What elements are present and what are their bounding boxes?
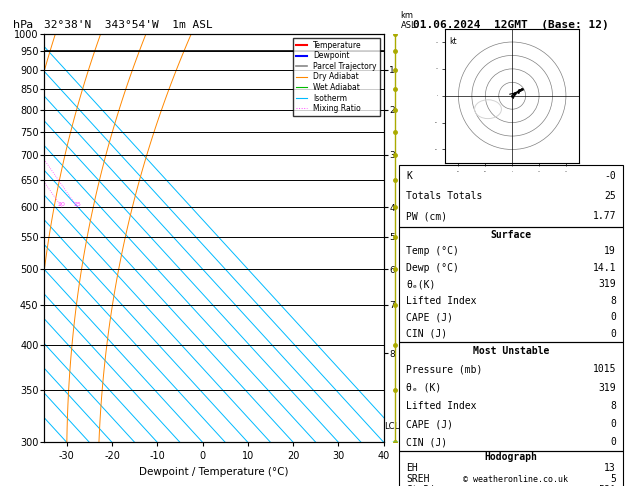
- X-axis label: Dewpoint / Temperature (°C): Dewpoint / Temperature (°C): [139, 467, 289, 477]
- Text: 8: 8: [610, 401, 616, 411]
- Text: K: K: [406, 171, 412, 180]
- Text: © weatheronline.co.uk: © weatheronline.co.uk: [464, 474, 568, 484]
- Bar: [399, 342, 623, 451]
- Text: θₑ (K): θₑ (K): [406, 382, 442, 393]
- Text: 14.1: 14.1: [593, 263, 616, 273]
- Text: 319: 319: [598, 382, 616, 393]
- Text: CIN (J): CIN (J): [406, 329, 447, 339]
- Bar: [399, 451, 623, 486]
- Text: SREH: SREH: [406, 474, 430, 484]
- Text: 01.06.2024  12GMT  (Base: 12): 01.06.2024 12GMT (Base: 12): [413, 20, 609, 30]
- Text: 0: 0: [610, 312, 616, 322]
- Text: 0: 0: [610, 329, 616, 339]
- Text: Lifted Index: Lifted Index: [406, 401, 477, 411]
- Text: 319: 319: [598, 279, 616, 289]
- Text: Lifted Index: Lifted Index: [406, 296, 477, 306]
- Text: hPa: hPa: [13, 20, 34, 30]
- Text: 0: 0: [610, 437, 616, 447]
- Text: 1.77: 1.77: [593, 211, 616, 221]
- Text: Surface: Surface: [491, 230, 532, 240]
- Text: 13: 13: [604, 463, 616, 473]
- Legend: Temperature, Dewpoint, Parcel Trajectory, Dry Adiabat, Wet Adiabat, Isotherm, Mi: Temperature, Dewpoint, Parcel Trajectory…: [292, 38, 380, 116]
- Text: Most Unstable: Most Unstable: [473, 346, 549, 356]
- Text: PW (cm): PW (cm): [406, 211, 447, 221]
- Text: LCL: LCL: [384, 422, 399, 431]
- Text: 25: 25: [604, 191, 616, 201]
- Text: 25: 25: [74, 202, 81, 207]
- Text: θₑ(K): θₑ(K): [406, 279, 435, 289]
- Text: CAPE (J): CAPE (J): [406, 312, 453, 322]
- Bar: [399, 226, 623, 342]
- Text: -0: -0: [604, 171, 616, 180]
- Text: Temp (°C): Temp (°C): [406, 246, 459, 256]
- Text: 5: 5: [610, 474, 616, 484]
- Text: 32°38'N  343°54'W  1m ASL: 32°38'N 343°54'W 1m ASL: [44, 20, 213, 30]
- Text: 0: 0: [610, 419, 616, 429]
- Text: Pressure (mb): Pressure (mb): [406, 364, 482, 374]
- Text: 8: 8: [610, 296, 616, 306]
- Text: 19: 19: [604, 246, 616, 256]
- Text: Totals Totals: Totals Totals: [406, 191, 482, 201]
- Text: km
ASL: km ASL: [401, 11, 416, 30]
- Text: 1015: 1015: [593, 364, 616, 374]
- Text: 20: 20: [58, 202, 66, 207]
- Text: CAPE (J): CAPE (J): [406, 419, 453, 429]
- Text: CIN (J): CIN (J): [406, 437, 447, 447]
- Text: Dewp (°C): Dewp (°C): [406, 263, 459, 273]
- Text: EH: EH: [406, 463, 418, 473]
- Text: Hodograph: Hodograph: [484, 452, 538, 462]
- Bar: [399, 165, 623, 226]
